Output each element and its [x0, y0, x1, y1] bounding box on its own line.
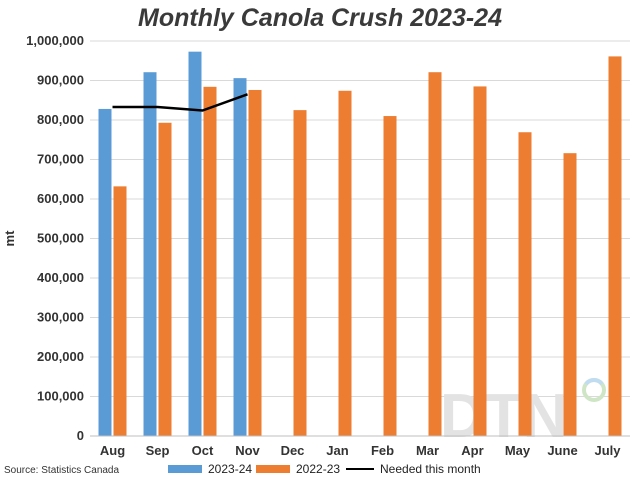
x-tick-label: Feb [371, 443, 394, 458]
bar-2022-23-June [563, 153, 577, 436]
x-tick-label: May [505, 443, 531, 458]
legend-swatch-2022-23 [256, 465, 290, 473]
bar-2022-23-Apr [473, 86, 487, 437]
bar-2023-24-Aug [98, 108, 112, 436]
bar-2022-23-Mar [428, 72, 442, 436]
legend-swatch-2023-24 [168, 465, 202, 473]
y-tick-label: 200,000 [37, 349, 84, 364]
legend-label-needed: Needed this month [380, 462, 481, 476]
x-tick-label: Sep [146, 443, 170, 458]
x-tick-label: Nov [235, 443, 260, 458]
bar-2023-24-Nov [233, 78, 247, 436]
bar-2023-24-Sep [143, 72, 157, 436]
y-tick-label: 100,000 [37, 389, 84, 404]
y-tick-label: 300,000 [37, 310, 84, 325]
needed-line [112, 93, 248, 112]
dtn-watermark: DTN [440, 378, 606, 451]
x-tick-label: July [594, 443, 621, 458]
legend-item-2022-23: 2022-23 [256, 462, 340, 476]
bar-2023-24-Oct [188, 51, 202, 436]
y-tick-label: 900,000 [37, 73, 84, 88]
x-tick-label: Dec [281, 443, 305, 458]
dtn-logo: DTN [440, 382, 567, 451]
x-tick-label: Oct [192, 443, 214, 458]
x-tick-label: Apr [461, 443, 483, 458]
chart-title: Monthly Canola Crush 2023-24 [138, 4, 502, 32]
gridlines [90, 40, 630, 437]
legend-label-2023-24: 2023-24 [208, 462, 253, 476]
y-tick-label: 0 [77, 428, 84, 443]
bar-2022-23-July [608, 56, 622, 436]
bar-2022-23-Aug [113, 186, 127, 436]
bar-2022-23-Feb [383, 116, 397, 437]
x-tick-label: Mar [416, 443, 439, 458]
bar-2022-23-Nov [248, 89, 262, 436]
bar-2022-23-Dec [293, 110, 307, 436]
bars [98, 51, 622, 437]
line-needed-this-month [112, 93, 248, 112]
bar-2022-23-Oct [203, 86, 217, 436]
y-tick-label: 500,000 [37, 231, 84, 246]
axes: 0 100,000 200,000 300,000 400,000 500,000 600,… [26, 33, 630, 458]
legend-item-needed: Needed this month [346, 462, 481, 476]
x-tick-label: Aug [100, 443, 125, 458]
y-tick-label: 400,000 [37, 270, 84, 285]
y-tick-label: 600,000 [37, 191, 84, 206]
y-axis-label: mt [2, 230, 17, 247]
legend-swatch-needed [346, 468, 374, 470]
legend-item-2023-24: 2023-24 [168, 462, 252, 476]
bar-2022-23-Sep [158, 122, 172, 436]
source-note: Source: Statistics Canada [4, 465, 120, 476]
legend-label-2022-23: 2022-23 [296, 462, 341, 476]
y-tick-label: 1,000,000 [26, 33, 84, 48]
bar-2022-23-Jan [338, 90, 352, 437]
bar-2022-23-May [518, 132, 532, 436]
x-tick-label: June [547, 443, 577, 458]
dtn-logo-arc [584, 378, 604, 386]
y-tick-label: 700,000 [37, 152, 84, 167]
x-tick-label: Jan [326, 443, 348, 458]
y-tick-label: 800,000 [37, 112, 84, 127]
